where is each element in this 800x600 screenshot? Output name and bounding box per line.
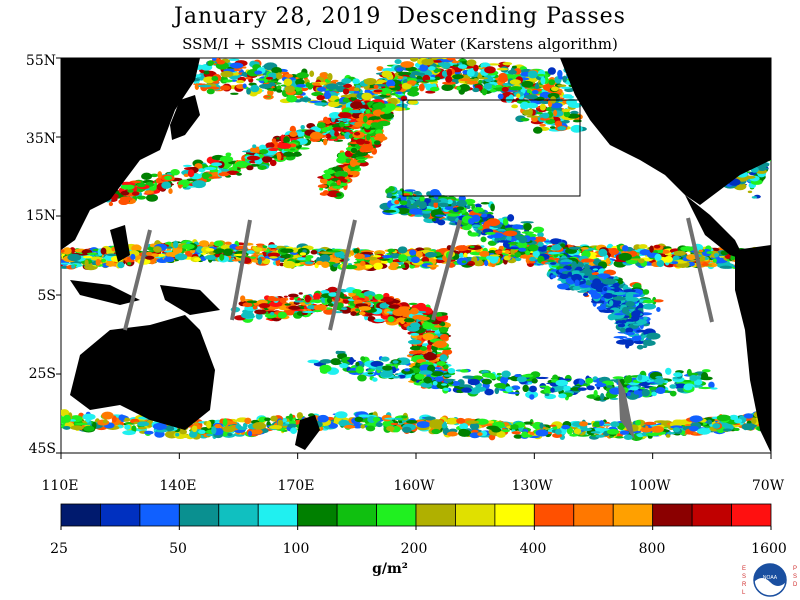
lat-label-35n: 35N: [25, 131, 56, 147]
noaa-logo: NOAA E S R L P S D: [742, 563, 798, 597]
colorbar-swatch-1: [100, 503, 141, 527]
lon-label-70w: 70W: [751, 478, 785, 494]
lon-label-110e: 110E: [41, 478, 79, 494]
new-zealand-land: [295, 415, 320, 450]
lon-label-100w: 100W: [629, 478, 671, 494]
colorbar-tick-800: 800: [638, 541, 666, 557]
colorbar-tick-50: 50: [169, 541, 187, 557]
colorbar-swatch-10: [455, 503, 496, 527]
lon-label-130w: 130W: [511, 478, 553, 494]
lon-label-160w: 160W: [393, 478, 435, 494]
map-subtitle: SSM/I + SSMIS Cloud Liquid Water (Karste…: [182, 35, 618, 53]
map-title: January 28, 2019 Descending Passes: [174, 4, 626, 29]
swath-gap-line: [328, 219, 357, 331]
colorbar-tick-25: 25: [50, 541, 68, 557]
colorbar-swatch-11: [494, 503, 535, 527]
lon-label-170e: 170E: [277, 478, 315, 494]
colorbar-swatch-12: [533, 503, 575, 527]
colorbar-swatch-4: [218, 503, 259, 527]
colorbar-swatch-8: [376, 503, 417, 527]
colorbar-swatch-9: [415, 503, 456, 527]
colorbar: [60, 503, 772, 530]
cloud-liquid-water-map: [56, 57, 772, 459]
colorbar-swatch-3: [178, 503, 220, 527]
new-guinea-land: [160, 285, 220, 315]
lat-label-25s: 25S: [28, 366, 56, 382]
lat-label-55n: 55N: [25, 53, 56, 69]
swath-gap-line: [686, 217, 714, 323]
colorbar-swatch-16: [691, 503, 732, 527]
swath-gap-wedge: [618, 378, 635, 440]
swath-gap-line: [123, 229, 152, 331]
data-gap-swaths: [123, 217, 714, 440]
colorbar-swatch-13: [573, 503, 614, 527]
japan-land: [170, 95, 200, 140]
colorbar-swatch-2: [139, 503, 180, 527]
lat-label-5s: 5S: [37, 288, 57, 304]
colorbar-swatch-0: [60, 503, 101, 527]
region-box: [402, 99, 581, 197]
lat-label-15n: 15N: [25, 208, 56, 224]
north-america-land: [560, 58, 771, 205]
swath-gap-line: [431, 219, 462, 321]
lon-label-140e: 140E: [159, 478, 197, 494]
colorbar-tick-200: 200: [400, 541, 428, 557]
colorbar-tick-100: 100: [282, 541, 310, 557]
land-masses: [61, 58, 771, 453]
colorbar-tick-400: 400: [519, 541, 547, 557]
axis-ticks: [56, 57, 772, 459]
swath-gap-line: [230, 219, 252, 321]
asia-land: [61, 58, 200, 250]
colorbar-swatch-5: [257, 503, 299, 527]
colorbar-swatch-15: [652, 503, 693, 527]
colorbar-swatch-17: [731, 503, 772, 527]
colorbar-swatch-7: [336, 503, 377, 527]
colorbar-unit: g/m²: [372, 561, 408, 577]
logo-letter-e: E: [742, 566, 746, 572]
australia-land: [70, 315, 215, 430]
colorbar-tick-1600: 1600: [751, 541, 787, 557]
lat-label-45s: 45S: [28, 441, 56, 457]
south-america-land: [735, 245, 771, 453]
colorbar-swatch-6: [297, 503, 338, 527]
colorbar-swatch-14: [612, 503, 654, 527]
